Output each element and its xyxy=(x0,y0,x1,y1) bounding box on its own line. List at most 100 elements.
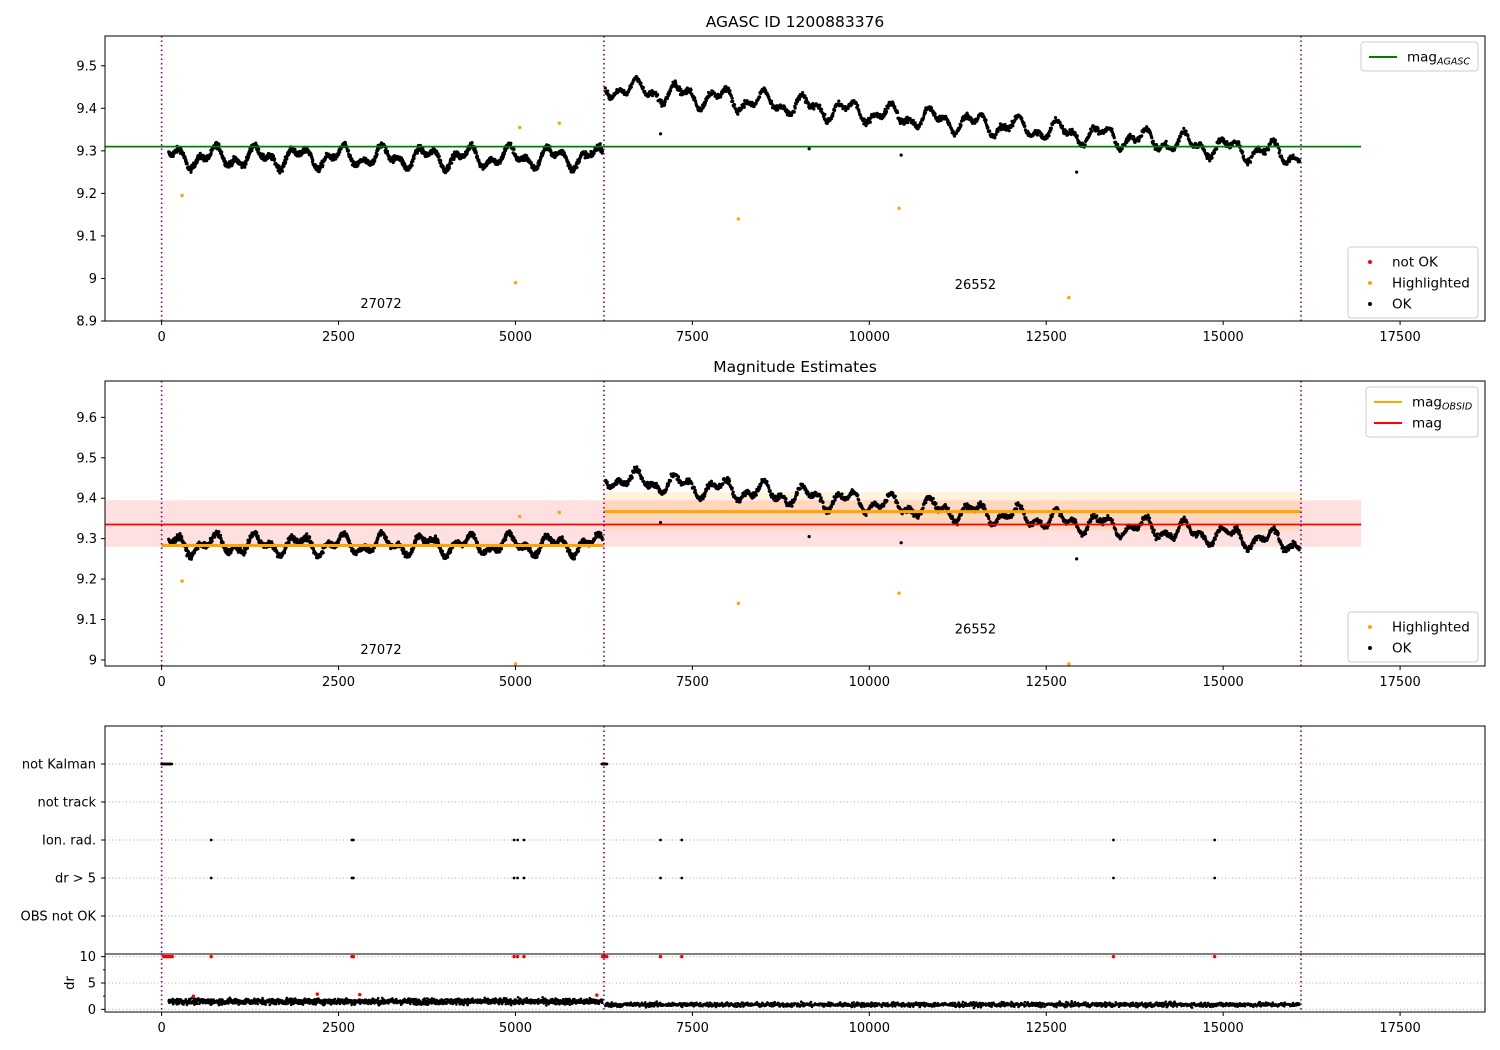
ok-point xyxy=(441,165,445,169)
ok-point xyxy=(973,121,977,125)
legend-marker-swatch xyxy=(1368,260,1372,264)
ok-point xyxy=(509,141,513,145)
ok-point xyxy=(348,154,352,158)
ok-point xyxy=(664,487,669,491)
ok-point xyxy=(730,96,734,100)
ok-point xyxy=(1291,153,1295,157)
ok-point xyxy=(280,169,284,173)
ok-point xyxy=(435,149,439,153)
ok-point xyxy=(952,134,957,138)
ok-point xyxy=(1007,129,1011,133)
ok-point xyxy=(538,548,542,552)
x-tick-label: 7500 xyxy=(676,330,709,345)
ok-point xyxy=(784,497,788,501)
ok-point xyxy=(379,533,383,537)
x-tick-label: 0 xyxy=(157,330,165,345)
ok-point xyxy=(758,95,762,99)
ok-point xyxy=(504,538,508,542)
ok-point xyxy=(474,151,478,155)
ok-point xyxy=(1207,153,1211,157)
ok-point xyxy=(704,98,708,103)
ok-point xyxy=(354,553,358,557)
ok-point xyxy=(603,86,607,90)
ok-point xyxy=(246,156,250,160)
ok-point xyxy=(656,93,660,97)
ok-point xyxy=(1210,156,1214,160)
ok-point xyxy=(535,554,539,558)
ok-point xyxy=(271,154,276,158)
ok-point xyxy=(823,112,827,116)
ok-point xyxy=(184,158,188,162)
ok-point xyxy=(1186,134,1190,138)
ok-point xyxy=(347,539,351,543)
ok-point xyxy=(1137,139,1141,143)
ok-point xyxy=(560,535,564,539)
y-tick-label: 9.1 xyxy=(76,229,97,244)
ok-point xyxy=(1151,139,1155,143)
ok-point xyxy=(801,482,805,486)
ok-point xyxy=(1145,125,1149,129)
data-points xyxy=(167,465,1302,666)
ok-point xyxy=(1237,141,1241,145)
ok-point xyxy=(1285,162,1289,166)
ok-point xyxy=(727,479,732,483)
ok-point xyxy=(1132,135,1136,139)
ok-point xyxy=(605,480,609,484)
ok-point xyxy=(412,156,416,160)
ok-point xyxy=(629,85,633,89)
highlighted-point xyxy=(1067,295,1071,300)
ok-point xyxy=(210,539,214,543)
ok-point xyxy=(229,551,233,555)
ok-point xyxy=(245,546,249,550)
ok-point xyxy=(336,541,340,545)
ok-point xyxy=(1075,170,1079,174)
ok-point xyxy=(994,132,998,136)
ok-point xyxy=(719,95,723,99)
ok-point xyxy=(261,152,265,156)
ok-point xyxy=(770,99,774,103)
ok-point xyxy=(738,500,742,504)
ok-point xyxy=(1090,129,1094,133)
highlighted-point xyxy=(557,121,562,125)
ok-point xyxy=(1154,143,1159,147)
ok-point xyxy=(665,96,670,100)
ok-point xyxy=(793,106,797,110)
ok-point xyxy=(726,86,731,90)
ok-point xyxy=(414,540,418,544)
ok-point xyxy=(472,533,476,537)
ok-point xyxy=(577,159,582,164)
ok-point xyxy=(178,532,182,536)
ok-point xyxy=(1203,148,1207,152)
ok-point xyxy=(537,162,542,166)
ok-point xyxy=(1140,134,1144,138)
legend-marker-swatch xyxy=(1368,281,1372,285)
ok-point xyxy=(433,534,438,538)
ok-point xyxy=(1096,126,1100,131)
ok-point xyxy=(801,91,805,95)
ok-point xyxy=(1053,116,1058,120)
ok-point xyxy=(959,123,963,127)
ok-point xyxy=(499,547,504,551)
ok-point xyxy=(689,88,693,92)
ok-point xyxy=(795,491,800,495)
ok-point xyxy=(694,99,698,104)
ok-point xyxy=(899,153,903,157)
ok-point xyxy=(804,96,808,101)
ok-point xyxy=(669,479,673,483)
ok-point xyxy=(277,164,281,168)
ok-point xyxy=(906,121,910,125)
ok-point xyxy=(641,85,645,90)
ok-point xyxy=(674,81,678,85)
ok-point xyxy=(770,492,775,496)
ok-point xyxy=(218,533,223,537)
ok-point xyxy=(572,557,577,561)
ok-point xyxy=(911,118,915,122)
ok-point xyxy=(1110,127,1114,131)
x-tick-label: 10000 xyxy=(849,330,890,345)
ok-point xyxy=(703,101,708,105)
ok-point xyxy=(850,103,854,107)
ok-point xyxy=(221,540,225,545)
ok-point xyxy=(532,163,536,167)
ok-point xyxy=(470,141,474,145)
ok-point xyxy=(692,485,696,489)
